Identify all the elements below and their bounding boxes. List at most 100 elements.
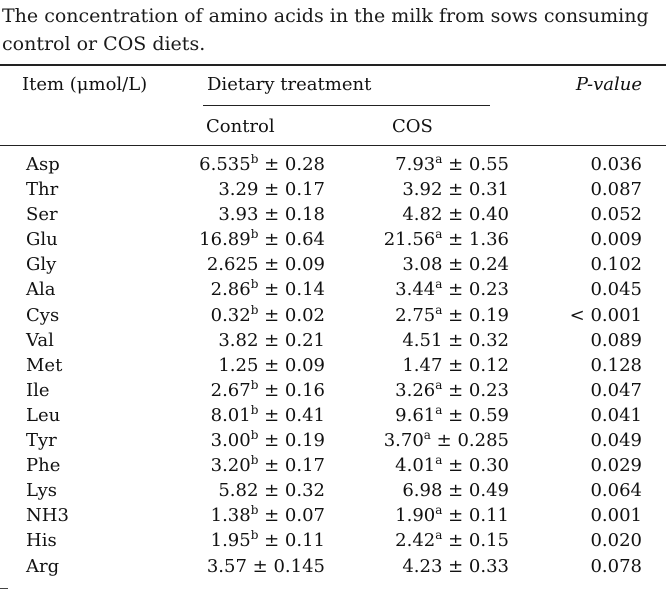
p-value: < 0.001 <box>569 304 642 326</box>
header-cos: COS <box>392 116 433 137</box>
cos-sem: ± 0.11 <box>442 505 509 527</box>
cos-mean: 1.90 <box>395 505 436 527</box>
control-sem: ± 0.32 <box>258 480 325 502</box>
control-mean: 2.86 <box>210 279 251 301</box>
table-row: Asp 6.535b ± 0.28 7.93a ± 0.55 0.036 <box>0 152 666 177</box>
control-mean: 3.93 <box>218 204 259 226</box>
control-value: 3.00b ± 0.19 <box>211 428 325 453</box>
cos-superscript: a <box>435 377 443 392</box>
control-mean: 0.32 <box>210 304 251 326</box>
control-sem: ± 0.16 <box>258 379 325 401</box>
control-value: 3.93 ± 0.18 <box>218 202 325 227</box>
cos-sem: ± 0.19 <box>442 304 509 326</box>
cos-value: 6.98 ± 0.49 <box>402 478 509 503</box>
row-item: Tyr <box>26 430 57 452</box>
control-sem: ± 0.21 <box>258 329 325 351</box>
control-value: 1.95b ± 0.11 <box>211 528 325 553</box>
p-value: 0.036 <box>590 154 642 175</box>
control-superscript: b <box>250 302 259 317</box>
control-mean: 2.625 <box>206 254 259 276</box>
table-row: His 1.95b ± 0.11 2.42a ± 0.15 0.020 <box>0 528 666 553</box>
control-superscript: b <box>250 152 259 166</box>
cos-superscript: a <box>435 503 443 518</box>
cos-value: 4.23 ± 0.33 <box>402 554 509 579</box>
table-row: Gly 2.625 ± 0.09 3.08 ± 0.24 0.102 <box>0 252 666 277</box>
header-control: Control <box>206 116 275 137</box>
row-item: NH3 <box>26 505 69 527</box>
table-row: Ile 2.67b ± 0.16 3.26a ± 0.23 0.047 <box>0 378 666 403</box>
header-item: Item (μmol/L) <box>22 74 148 95</box>
table-row: Thr 3.29 ± 0.17 3.92 ± 0.31 0.087 <box>0 177 666 202</box>
control-value: 2.625 ± 0.09 <box>207 252 325 277</box>
control-mean: 3.20 <box>210 455 251 477</box>
control-sem: ± 0.18 <box>258 204 325 226</box>
control-sem: ± 0.17 <box>258 455 325 477</box>
row-item: Cys <box>26 304 60 326</box>
cos-mean: 7.93 <box>395 154 436 175</box>
cos-value: 4.51 ± 0.32 <box>402 328 509 353</box>
row-item: Ala <box>26 279 56 301</box>
cos-sem: ± 1.36 <box>442 229 509 251</box>
control-superscript: b <box>250 227 259 242</box>
control-sem: ± 0.09 <box>258 254 325 276</box>
cos-sem: ± 0.33 <box>442 555 509 577</box>
cos-mean: 4.51 <box>402 329 443 351</box>
cos-sem: ± 0.31 <box>442 179 509 201</box>
control-superscript: b <box>250 277 259 292</box>
control-sem: ± 0.02 <box>258 304 325 326</box>
control-superscript: b <box>250 428 259 443</box>
control-value: 1.25 ± 0.09 <box>218 353 325 378</box>
control-value: 6.535b ± 0.28 <box>199 152 325 177</box>
p-value: 0.049 <box>590 430 642 452</box>
cos-superscript: a <box>435 453 443 468</box>
p-value: 0.128 <box>590 354 642 376</box>
row-item: His <box>26 530 57 552</box>
cos-value: 4.01a ± 0.30 <box>395 453 509 478</box>
cos-value: 2.42a ± 0.15 <box>395 528 509 553</box>
control-value: 3.29 ± 0.17 <box>218 177 325 202</box>
cos-value: 7.93a ± 0.55 <box>395 152 509 177</box>
table-row: Arg 3.57 ± 0.145 4.23 ± 0.33 0.078 <box>0 554 666 579</box>
p-value: 0.078 <box>590 555 642 577</box>
cos-sem: ± 0.59 <box>442 404 509 426</box>
p-value: 0.029 <box>590 455 642 477</box>
p-value: 0.102 <box>590 254 642 276</box>
cos-superscript: a <box>423 428 431 443</box>
p-value: 0.041 <box>590 404 642 426</box>
control-value: 5.82 ± 0.32 <box>218 478 325 503</box>
control-mean: 3.29 <box>218 179 259 201</box>
control-value: 3.20b ± 0.17 <box>211 453 325 478</box>
row-item: Ser <box>26 204 58 226</box>
control-sem: ± 0.19 <box>258 430 325 452</box>
cos-mean: 6.98 <box>402 480 443 502</box>
table-caption: The concentration of amino acids in the … <box>2 5 649 55</box>
cos-mean: 21.56 <box>383 229 436 251</box>
control-mean: 1.25 <box>218 354 259 376</box>
table-row: Lys 5.82 ± 0.32 6.98 ± 0.49 0.064 <box>0 478 666 503</box>
cos-value: 2.75a ± 0.19 <box>395 303 509 328</box>
cos-mean: 3.26 <box>395 379 436 401</box>
cos-sem: ± 0.24 <box>442 254 509 276</box>
control-mean: 2.67 <box>210 379 251 401</box>
control-mean: 16.89 <box>199 229 251 251</box>
row-item: Lys <box>26 480 58 502</box>
p-value: 0.009 <box>590 229 642 251</box>
cos-superscript: a <box>435 302 443 317</box>
control-mean: 5.82 <box>218 480 259 502</box>
row-item: Gly <box>26 254 57 276</box>
p-value: 0.001 <box>590 505 642 527</box>
row-item: Met <box>26 354 63 376</box>
control-mean: 1.38 <box>210 505 251 527</box>
control-value: 3.82 ± 0.21 <box>218 328 325 353</box>
cos-value: 3.08 ± 0.24 <box>402 252 509 277</box>
control-sem: ± 0.17 <box>258 179 325 201</box>
cos-mean: 4.01 <box>395 455 436 477</box>
cos-value: 1.90a ± 0.11 <box>395 503 509 528</box>
cos-sem: ± 0.30 <box>442 455 509 477</box>
control-mean: 3.57 <box>206 555 247 577</box>
cos-superscript: a <box>435 277 443 292</box>
cos-mean: 3.70 <box>383 430 424 452</box>
cos-sem: ± 0.49 <box>442 480 509 502</box>
control-sem: ± 0.09 <box>258 354 325 376</box>
table-row: Ala 2.86b ± 0.14 3.44a ± 0.23 0.045 <box>0 277 666 302</box>
